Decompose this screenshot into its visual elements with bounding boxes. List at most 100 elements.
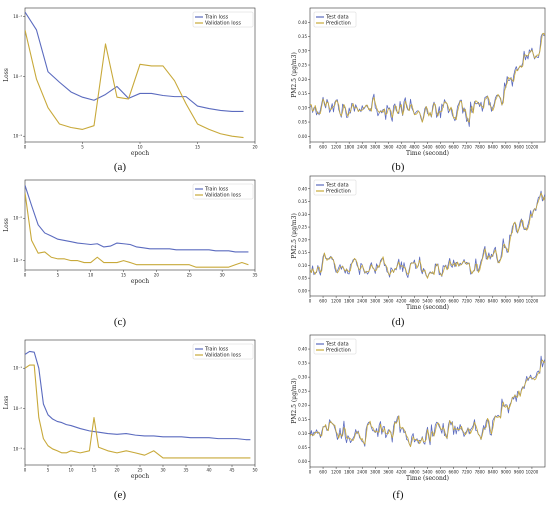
x-tick-label: 5400 (422, 470, 433, 475)
y-axis-label: Loss (3, 218, 10, 232)
y-tick-label: 0.35 (298, 199, 307, 204)
y-tick-label: 10⁻³ (13, 134, 22, 139)
x-tick-label: 8400 (488, 470, 499, 475)
x-axis-label: epoch (131, 150, 149, 157)
y-axis-label: PM2.5 (μg/m3) (291, 52, 298, 98)
x-tick-label: 25 (137, 468, 143, 473)
legend-box (192, 183, 254, 200)
legend-label: Train loss (204, 347, 229, 353)
y-axis-label: Loss (3, 396, 10, 410)
panel-caption: (d) (392, 316, 405, 328)
legend-label: Prediction (326, 189, 351, 195)
x-tick-label: 5 (81, 145, 84, 150)
panel-caption: (c) (114, 316, 127, 328)
x-tick-label: 6000 (435, 470, 446, 475)
series-line-prediction (310, 192, 545, 279)
y-tick-label: 0.25 (298, 63, 307, 68)
x-tick-label: 0 (24, 468, 27, 473)
x-tick-label: 4800 (409, 299, 420, 304)
x-tick-label: 3000 (370, 470, 381, 475)
y-tick-label: 0.20 (298, 77, 307, 82)
plot-frame (309, 7, 546, 143)
x-tick-label: 9000 (501, 470, 512, 475)
x-axis-label: epoch (131, 473, 149, 480)
legend-box (313, 11, 357, 28)
x-tick-label: 8400 (488, 145, 499, 150)
x-tick-label: 2400 (357, 145, 368, 150)
legend-label: Prediction (326, 21, 351, 27)
x-tick-label: 3600 (383, 299, 394, 304)
x-axis-label: Time (second) (406, 150, 449, 157)
y-tick-label: 0.05 (298, 445, 307, 450)
x-tick-label: 6600 (449, 299, 460, 304)
legend-label: Train loss (204, 187, 229, 193)
x-tick-label: 4200 (396, 299, 407, 304)
x-tick-label: 10200 (526, 299, 539, 304)
x-tick-label: 7200 (462, 470, 473, 475)
x-tick-label: 1800 (344, 145, 355, 150)
series-line-test-data (310, 355, 545, 447)
y-axis-label: PM2.5 (μg/m3) (291, 213, 298, 259)
y-tick-label: 0.20 (298, 237, 307, 242)
x-tick-label: 7200 (462, 145, 473, 150)
x-tick-label: 7800 (475, 145, 486, 150)
x-tick-label: 10200 (526, 470, 539, 475)
panel-caption: (a) (114, 161, 127, 173)
y-tick-label: 0.40 (298, 20, 307, 25)
x-tick-label: 4200 (396, 145, 407, 150)
y-tick-label: 10⁻² (13, 216, 22, 221)
x-tick-label: 5 (57, 273, 60, 278)
panel-e: 0 5 10 15 20 25 30 35 40 45 50 10⁻¹ 10⁻² 10⁻³ epoch Los… (3, 339, 258, 501)
plot-frame (24, 7, 256, 143)
x-tick-label: 3000 (370, 299, 381, 304)
x-tick-label: 5400 (422, 145, 433, 150)
panel-b: 0 600 1200 1800 2400 3000 3600 4200 4800 5400 6000… (291, 7, 546, 173)
x-tick-label: 0 (24, 145, 27, 150)
legend-label: Test data (325, 342, 349, 348)
series-line-prediction (310, 32, 545, 123)
x-tick-label: 40 (206, 468, 212, 473)
series-line-test-data (310, 190, 545, 279)
x-tick-label: 20 (154, 273, 160, 278)
x-tick-label: 6600 (449, 470, 460, 475)
panel-caption: (b) (392, 161, 405, 173)
y-tick-label: 0.40 (298, 347, 307, 352)
legend-label: Validation loss (205, 353, 241, 359)
panel-c: 0 5 10 15 20 25 30 35 10⁻² 10⁻³ epoch Loss Train los… (3, 179, 258, 328)
x-tick-label: 10 (88, 273, 94, 278)
y-tick-label: 0.30 (298, 375, 307, 380)
x-tick-label: 10200 (526, 145, 539, 150)
x-tick-label: 8400 (488, 299, 499, 304)
legend-label: Prediction (326, 348, 351, 354)
series-line-validation-loss (25, 192, 249, 268)
y-tick-label: 0.25 (298, 389, 307, 394)
y-tick-label: 0.15 (298, 91, 307, 96)
panel-a: 0 5 10 15 20 10⁻¹ 10⁻² 10⁻³ epoch Loss Train lossV… (3, 7, 258, 173)
y-tick-label: 0.30 (298, 212, 307, 217)
legend-box (192, 11, 254, 28)
x-tick-label: 10 (137, 145, 143, 150)
x-tick-label: 9600 (514, 299, 525, 304)
y-tick-label: 0.00 (298, 288, 307, 293)
y-tick-label: 0.35 (298, 361, 307, 366)
x-tick-label: 6000 (435, 145, 446, 150)
x-tick-label: 7200 (462, 299, 473, 304)
x-tick-label: 7800 (475, 470, 486, 475)
x-tick-label: 6000 (435, 299, 446, 304)
panel-caption: (f) (393, 489, 404, 501)
y-tick-label: 0.00 (298, 134, 307, 139)
x-tick-label: 5400 (422, 299, 433, 304)
x-tick-label: 15 (121, 273, 127, 278)
x-tick-label: 15 (195, 145, 201, 150)
series-line-train-loss (25, 350, 251, 441)
y-tick-label: 0.30 (298, 48, 307, 53)
x-tick-label: 20 (252, 145, 258, 150)
x-tick-label: 7800 (475, 299, 486, 304)
x-tick-label: 1200 (331, 470, 342, 475)
x-tick-label: 3000 (370, 145, 381, 150)
